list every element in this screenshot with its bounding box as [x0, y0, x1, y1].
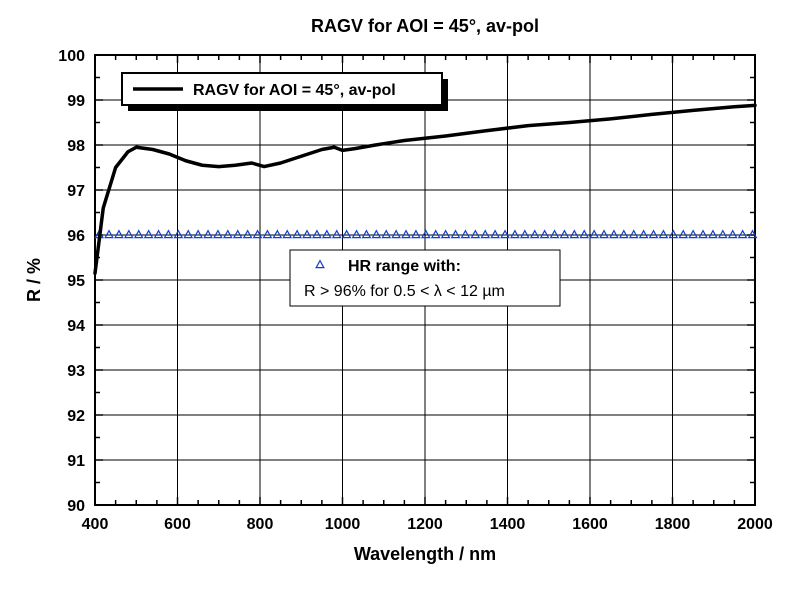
chart-container: { "chart": { "type": "line", "title": "R… — [0, 0, 800, 600]
svg-text:RAGV for AOI = 45°, av-pol: RAGV for AOI = 45°, av-pol — [193, 82, 396, 99]
svg-text:400: 400 — [82, 516, 109, 533]
svg-text:98: 98 — [67, 138, 85, 155]
svg-text:RAGV for AOI = 45°, av-pol: RAGV for AOI = 45°, av-pol — [311, 16, 539, 36]
svg-text:93: 93 — [67, 363, 85, 380]
svg-text:800: 800 — [247, 516, 274, 533]
svg-text:1200: 1200 — [407, 516, 443, 533]
svg-text:91: 91 — [67, 453, 85, 470]
svg-text:R > 96% for 0.5 < λ < 12 µm: R > 96% for 0.5 < λ < 12 µm — [304, 283, 505, 300]
svg-text:R / %: R / % — [24, 258, 44, 302]
svg-text:100: 100 — [58, 48, 85, 65]
svg-text:92: 92 — [67, 408, 85, 425]
svg-text:99: 99 — [67, 93, 85, 110]
svg-text:Wavelength / nm: Wavelength / nm — [354, 544, 496, 564]
svg-text:90: 90 — [67, 498, 85, 515]
svg-text:94: 94 — [67, 318, 85, 335]
svg-text:96: 96 — [67, 228, 85, 245]
svg-text:1000: 1000 — [325, 516, 361, 533]
svg-text:HR range with:: HR range with: — [348, 258, 461, 275]
svg-text:1400: 1400 — [490, 516, 526, 533]
svg-text:1600: 1600 — [572, 516, 608, 533]
svg-text:97: 97 — [67, 183, 85, 200]
chart-svg: 400 600 800 1000 1200 1400 1600 1800 2000 90 91 92 9… — [0, 0, 800, 600]
svg-text:600: 600 — [164, 516, 191, 533]
svg-text:2000: 2000 — [737, 516, 773, 533]
svg-text:95: 95 — [67, 273, 85, 290]
svg-text:1800: 1800 — [655, 516, 691, 533]
